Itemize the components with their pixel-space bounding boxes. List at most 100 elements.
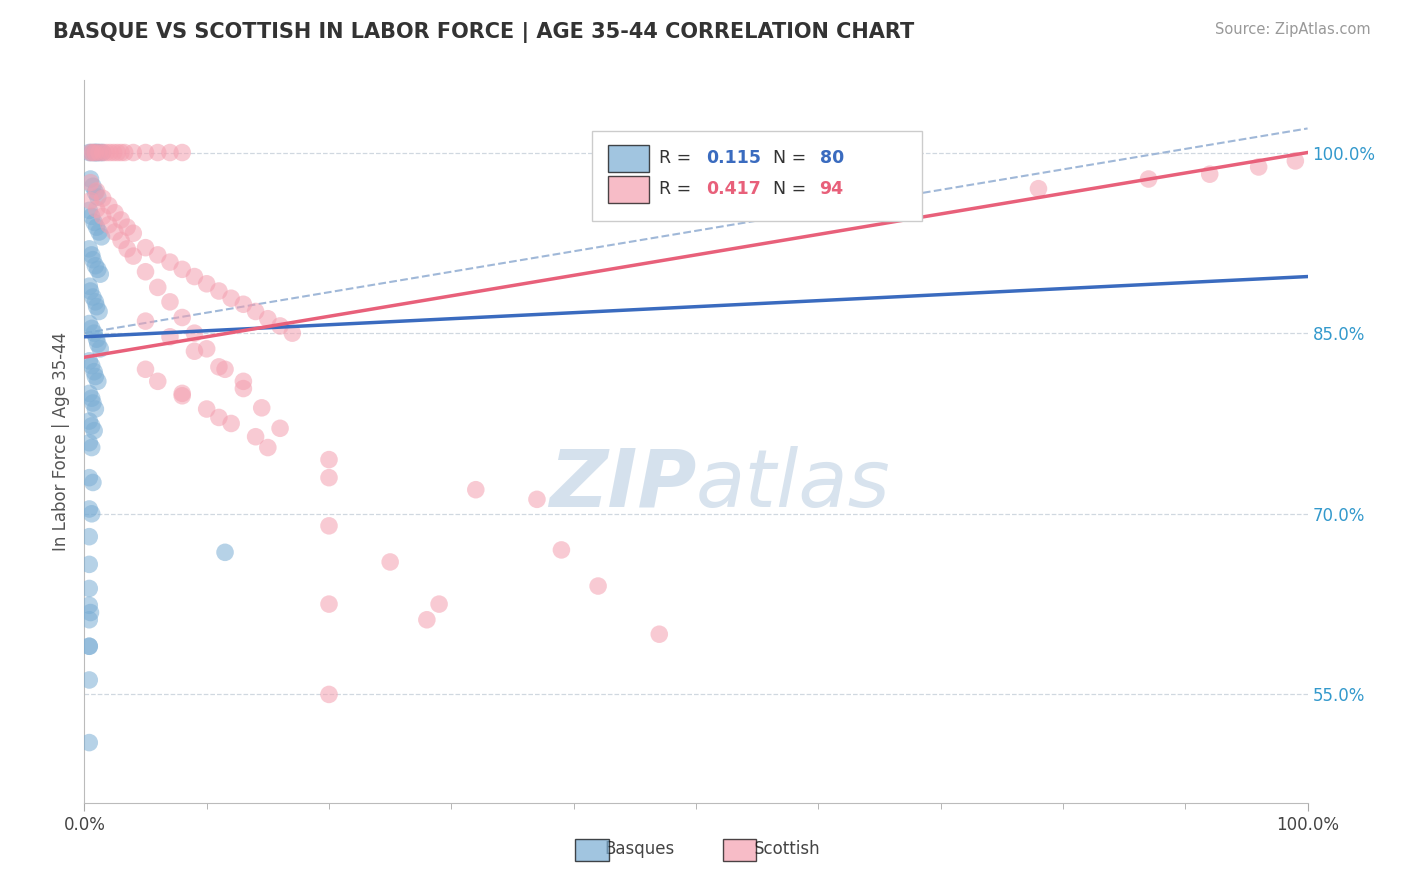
- Point: [84, 259, 107, 273]
- Point: [77, 145, 100, 160]
- Point: [87, 145, 110, 160]
- Point: [648, 627, 671, 641]
- Point: [257, 311, 280, 326]
- Point: [80, 321, 103, 335]
- Text: Scottish: Scottish: [754, 840, 821, 858]
- Point: [77, 599, 100, 613]
- Point: [245, 304, 267, 318]
- Point: [269, 421, 291, 435]
- Point: [146, 248, 169, 262]
- Point: [87, 262, 110, 277]
- Text: N =: N =: [773, 149, 811, 168]
- Point: [86, 184, 108, 198]
- Point: [159, 330, 181, 344]
- Point: [91, 145, 114, 160]
- Point: [83, 326, 105, 341]
- Point: [172, 389, 194, 403]
- Point: [91, 145, 114, 160]
- Point: [172, 262, 194, 277]
- Point: [122, 145, 145, 160]
- Point: [464, 483, 486, 497]
- Point: [79, 194, 101, 208]
- Point: [115, 242, 138, 256]
- Point: [135, 241, 157, 255]
- Point: [96, 145, 118, 160]
- Point: [77, 640, 100, 654]
- Point: [80, 210, 103, 224]
- Point: [77, 203, 100, 218]
- Point: [135, 145, 157, 160]
- Point: [172, 310, 194, 325]
- Point: [80, 359, 103, 373]
- Point: [82, 290, 104, 304]
- Point: [86, 220, 108, 235]
- Point: [1284, 153, 1306, 168]
- Point: [80, 507, 103, 521]
- Point: [135, 314, 157, 328]
- Point: [159, 294, 181, 309]
- Text: ZIP: ZIP: [548, 446, 696, 524]
- Point: [80, 441, 103, 455]
- Point: [83, 365, 105, 379]
- Point: [110, 234, 132, 248]
- Point: [103, 145, 125, 160]
- Point: [104, 225, 127, 239]
- Point: [214, 545, 236, 559]
- Text: R =: R =: [659, 149, 697, 168]
- Point: [79, 176, 101, 190]
- Point: [77, 582, 100, 596]
- Point: [146, 374, 169, 388]
- Point: [84, 186, 107, 200]
- Point: [195, 402, 218, 417]
- Point: [84, 145, 107, 160]
- Point: [77, 279, 100, 293]
- Point: [122, 226, 145, 240]
- Point: [269, 318, 291, 333]
- Point: [83, 145, 105, 160]
- Point: [183, 269, 205, 284]
- Point: [110, 145, 132, 160]
- Point: [380, 555, 402, 569]
- Point: [86, 300, 108, 314]
- Point: [86, 145, 108, 160]
- FancyBboxPatch shape: [607, 145, 650, 172]
- Point: [526, 492, 548, 507]
- Point: [87, 190, 110, 204]
- Point: [232, 374, 254, 388]
- Text: Source: ZipAtlas.com: Source: ZipAtlas.com: [1215, 22, 1371, 37]
- Y-axis label: In Labor Force | Age 35-44: In Labor Force | Age 35-44: [52, 332, 70, 551]
- Point: [77, 673, 100, 687]
- Point: [427, 597, 450, 611]
- Text: 94: 94: [820, 180, 844, 198]
- Point: [105, 145, 128, 160]
- Point: [86, 202, 108, 216]
- Point: [214, 362, 236, 376]
- Point: [77, 640, 100, 654]
- Point: [82, 179, 104, 194]
- Point: [257, 441, 280, 455]
- Point: [80, 145, 103, 160]
- Point: [77, 613, 100, 627]
- Point: [86, 332, 108, 346]
- Point: [183, 344, 205, 359]
- Point: [159, 145, 181, 160]
- Point: [87, 225, 110, 239]
- Text: 80: 80: [820, 149, 844, 168]
- Point: [146, 145, 169, 160]
- Point: [82, 396, 104, 410]
- Point: [77, 317, 100, 331]
- Point: [91, 210, 114, 224]
- Point: [77, 354, 100, 368]
- Point: [77, 242, 100, 256]
- Text: N =: N =: [773, 180, 811, 198]
- Point: [77, 414, 100, 428]
- Text: BASQUE VS SCOTTISH IN LABOR FORCE | AGE 35-44 CORRELATION CHART: BASQUE VS SCOTTISH IN LABOR FORCE | AGE …: [53, 22, 915, 44]
- Point: [98, 145, 121, 160]
- Point: [82, 252, 104, 267]
- Point: [79, 145, 101, 160]
- Point: [172, 145, 194, 160]
- Point: [87, 374, 110, 388]
- Point: [80, 391, 103, 405]
- Point: [135, 265, 157, 279]
- Point: [1247, 160, 1270, 174]
